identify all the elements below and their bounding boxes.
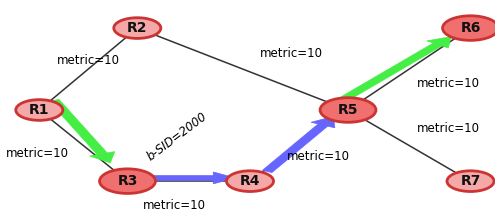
Circle shape [442,16,498,40]
Circle shape [16,100,63,120]
FancyArrow shape [150,172,236,184]
Text: metric=10: metric=10 [287,150,350,163]
Text: R4: R4 [240,174,260,188]
FancyArrow shape [49,99,114,163]
Text: R6: R6 [460,21,480,35]
Text: metric=10: metric=10 [260,48,323,60]
Circle shape [100,169,156,193]
Circle shape [447,171,494,191]
Circle shape [226,171,274,191]
Text: R2: R2 [127,21,148,35]
Text: R5: R5 [338,103,358,117]
Text: metric=10: metric=10 [6,147,69,160]
Text: R3: R3 [118,174,138,188]
Text: metric=10: metric=10 [142,200,206,213]
Text: metric=10: metric=10 [416,77,480,90]
FancyArrow shape [341,37,451,100]
FancyArrow shape [262,116,335,172]
Text: metric=10: metric=10 [56,54,120,67]
Text: R7: R7 [460,174,480,188]
Circle shape [320,98,376,122]
Circle shape [114,18,161,38]
Text: b-SID=2000: b-SID=2000 [144,110,210,164]
Text: R1: R1 [29,103,50,117]
Text: metric=10: metric=10 [416,122,480,135]
